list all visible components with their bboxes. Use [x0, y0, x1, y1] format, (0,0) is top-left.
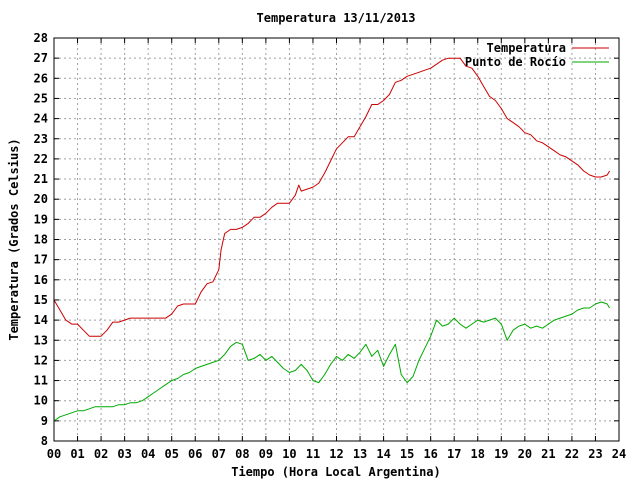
y-tick-label: 11 — [34, 374, 48, 388]
x-tick-label: 13 — [353, 447, 367, 461]
x-tick-label: 18 — [471, 447, 485, 461]
y-tick-label: 8 — [41, 434, 48, 448]
x-tick-label: 20 — [518, 447, 532, 461]
x-tick-label: 04 — [141, 447, 155, 461]
y-tick-label: 28 — [34, 31, 48, 45]
x-tick-label: 05 — [164, 447, 178, 461]
x-tick-label: 14 — [376, 447, 390, 461]
x-tick-label: 16 — [423, 447, 437, 461]
x-tick-label: 21 — [541, 447, 555, 461]
y-tick-label: 22 — [34, 152, 48, 166]
y-tick-label: 21 — [34, 172, 48, 186]
x-tick-labels: 00 01 02 03 04 05 06 07 08 09 10 11 12 13 14 15 16 17 18 19… — [47, 447, 626, 461]
y-tick-label: 15 — [34, 293, 48, 307]
x-axis-label: Tiempo (Hora Local Argentina) — [231, 465, 441, 479]
legend-label-1: Punto de Rocío — [465, 55, 566, 69]
x-tick-label: 00 — [47, 447, 61, 461]
x-tick-label: 02 — [94, 447, 108, 461]
y-tick-labels: 8 9 10 11 12 13 14 15 16 17 18 19 20 21 22 23 24 25 26 27 28 — [34, 31, 48, 448]
x-tick-label: 06 — [188, 447, 202, 461]
plot-frame — [53, 37, 620, 442]
y-tick-label: 10 — [34, 394, 48, 408]
y-tick-label: 12 — [34, 353, 48, 367]
x-tick-label: 15 — [400, 447, 414, 461]
y-tick-label: 24 — [34, 112, 48, 126]
y-tick-label: 23 — [34, 132, 48, 146]
x-tick-label: 01 — [70, 447, 84, 461]
x-tick-label: 19 — [494, 447, 508, 461]
y-axis-label: Temperatura (Grados Celsius) — [7, 138, 21, 340]
y-tick-label: 20 — [34, 192, 48, 206]
series-line-1 — [53, 301, 611, 422]
y-tick-label: 25 — [34, 91, 48, 105]
x-tick-label: 22 — [565, 447, 579, 461]
x-tick-label: 24 — [612, 447, 626, 461]
y-tick-label: 19 — [34, 212, 48, 226]
x-tick-label: 12 — [329, 447, 343, 461]
x-tick-label: 08 — [235, 447, 249, 461]
y-tick-label: 27 — [34, 51, 48, 65]
y-tick-label: 16 — [34, 273, 48, 287]
x-tick-label: 07 — [212, 447, 226, 461]
series-line-0 — [53, 57, 611, 337]
x-tick-label: 23 — [588, 447, 602, 461]
x-tick-label: 09 — [259, 447, 273, 461]
x-tick-label: 03 — [117, 447, 131, 461]
grid-lines — [53, 37, 620, 442]
x-tick-label: 11 — [306, 447, 320, 461]
chart-title: Temperatura 13/11/2013 — [257, 11, 416, 25]
y-tick-label: 14 — [34, 313, 48, 327]
y-tick-label: 26 — [34, 71, 48, 85]
y-tick-label: 18 — [34, 233, 48, 247]
y-tick-label: 13 — [34, 333, 48, 347]
series-lines — [53, 57, 611, 422]
x-tick-label: 17 — [447, 447, 461, 461]
legend-label-0: Temperatura — [487, 41, 566, 55]
y-tick-label: 17 — [34, 253, 48, 267]
y-tick-label: 9 — [41, 414, 48, 428]
x-tick-label: 10 — [282, 447, 296, 461]
